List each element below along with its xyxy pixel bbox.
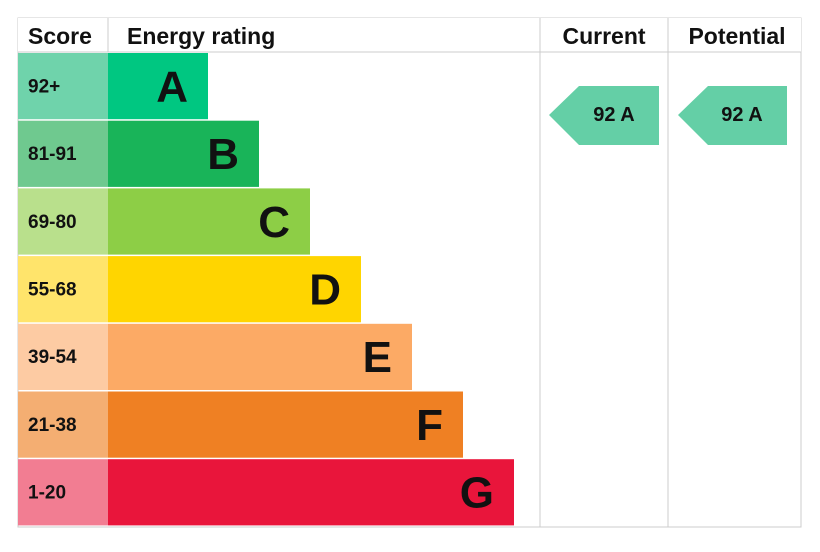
score-cell (18, 120, 108, 187)
header-energy-rating: Energy rating (127, 23, 275, 49)
rating-letter: B (207, 130, 239, 179)
potential-arrow (678, 86, 787, 145)
score-cell (18, 391, 108, 458)
score-range: 1-20 (28, 483, 66, 504)
rating-bar (108, 391, 463, 458)
header-potential: Potential (688, 23, 785, 49)
rating-letter: E (363, 333, 392, 382)
current-arrow (549, 86, 659, 145)
rating-bar (108, 120, 259, 187)
potential-rating: 92 A (721, 104, 763, 126)
score-range: 55-68 (28, 279, 77, 300)
score-cell (18, 323, 108, 390)
rating-letter: D (309, 265, 341, 314)
rating-letter: C (258, 198, 290, 247)
header-row (18, 18, 801, 52)
header-score: Score (28, 23, 92, 49)
header-current: Current (562, 23, 645, 49)
rating-bar (108, 188, 310, 255)
rating-bar (108, 459, 514, 526)
rating-bar (108, 323, 412, 390)
score-range: 81-91 (28, 144, 77, 165)
score-cell (18, 256, 108, 323)
score-range: 92+ (28, 76, 60, 97)
score-range: 39-54 (28, 347, 77, 368)
rating-bar (108, 53, 208, 120)
score-range: 69-80 (28, 212, 77, 233)
rating-letter: G (460, 469, 494, 518)
current-rating: 92 A (593, 104, 635, 126)
score-cell (18, 459, 108, 526)
score-cell (18, 53, 108, 120)
score-range: 21-38 (28, 415, 77, 436)
rating-bar (108, 256, 361, 323)
score-cell (18, 188, 108, 255)
rating-letter: F (416, 401, 443, 450)
rating-letter: A (156, 62, 188, 111)
